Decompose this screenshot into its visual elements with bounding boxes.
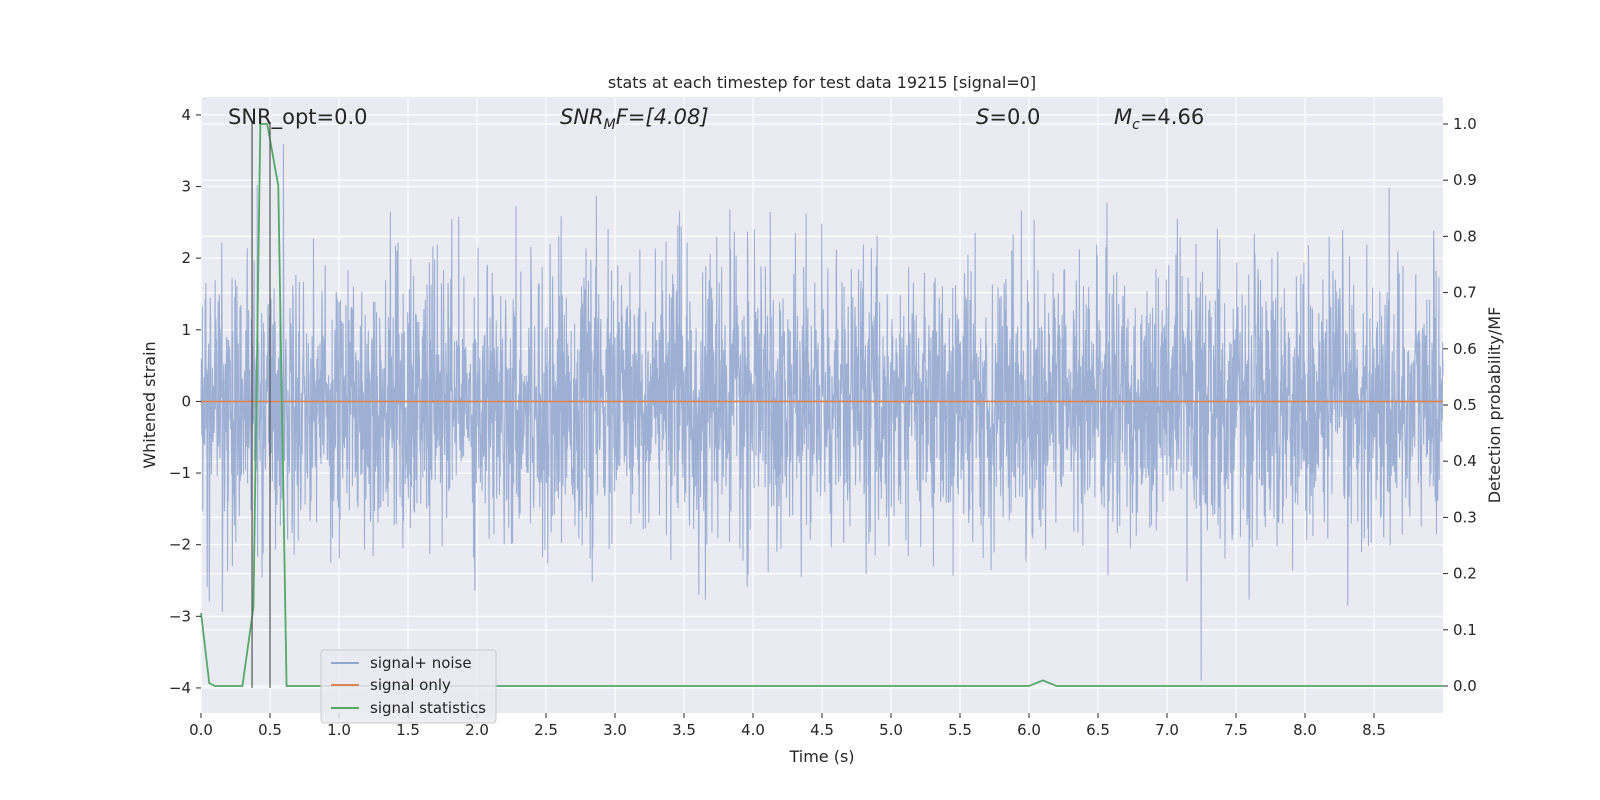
x-tick-label: 0.5: [258, 721, 282, 739]
y-tick-label: 3: [181, 178, 191, 196]
x-tick-label: 2.5: [534, 721, 558, 739]
y-axis-ticks: 4 3 2 1 0 −1 −2 −3 −4: [169, 106, 201, 697]
right-y-tick-label: 0.6: [1453, 340, 1477, 358]
signal-noise-line: [200, 143, 1444, 681]
legend-label-signal-statistics: signal statistics: [370, 699, 486, 717]
right-y-tick-label: 0.4: [1453, 452, 1477, 470]
s-symbol: S: [976, 105, 989, 129]
right-y-tick-label: 1.0: [1453, 115, 1477, 133]
right-y-tick-label: 0.0: [1453, 677, 1477, 695]
x-tick-label: 8.5: [1362, 721, 1386, 739]
y-tick-label: 2: [181, 249, 191, 267]
vertical-markers: [251, 122, 271, 688]
y-tick-label: 4: [181, 106, 191, 124]
x-tick-label: 7.5: [1224, 721, 1248, 739]
x-tick-label: 0.0: [189, 721, 213, 739]
x-tick-label: 4.0: [741, 721, 765, 739]
x-axis-ticks: 0.0 0.5 1.0 1.5 2.0 2.5 3.0 3.5 4.0 4.5 5.0 5.5 6.0 6…: [189, 713, 1386, 739]
right-y-axis-label: Detection probability/MF: [1485, 307, 1504, 504]
legend-box: [320, 649, 497, 724]
line-series: [200, 123, 1443, 687]
x-axis-label: Time (s): [788, 747, 854, 766]
legend-label-signal-noise: signal+ noise: [370, 654, 472, 672]
y-tick-label: −3: [169, 607, 191, 625]
y-tick-label: −4: [169, 679, 191, 697]
x-tick-label: 7.0: [1155, 721, 1179, 739]
x-tick-label: 3.5: [672, 721, 696, 739]
snr-mf-rest: F=[4.08]: [616, 105, 709, 129]
s-value: =0.0: [989, 105, 1040, 129]
right-y-tick-label: 0.1: [1453, 621, 1477, 639]
mc-symbol: M: [1114, 105, 1132, 129]
right-y-tick-label: 0.8: [1453, 227, 1477, 245]
snr-mf-subscript: M: [604, 117, 616, 133]
y-axis-label: Whitened strain: [140, 341, 159, 468]
right-y-tick-label: 0.5: [1453, 396, 1477, 414]
mc-subscript: c: [1132, 117, 1140, 133]
mc-value: =4.66: [1140, 105, 1204, 129]
y-tick-label: −1: [169, 464, 191, 482]
x-tick-label: 1.0: [327, 721, 351, 739]
right-y-tick-label: 0.3: [1453, 508, 1477, 526]
x-tick-label: 3.0: [603, 721, 627, 739]
y-tick-label: 0: [181, 392, 191, 410]
snr-mf-main: SNR: [560, 105, 604, 129]
x-tick-label: 5.0: [879, 721, 903, 739]
x-tick-label: 1.5: [396, 721, 420, 739]
signal-statistics-line: [200, 123, 1443, 687]
right-y-axis-ticks: 1.0 0.9 0.8 0.7 0.6 0.5 0.4 0.3 0.2 0.1 0.0: [1443, 115, 1477, 695]
snr-opt-annotation: SNR_opt=0.0: [228, 105, 368, 130]
y-tick-label: −2: [169, 536, 191, 554]
y-tick-label: 1: [181, 321, 191, 339]
x-tick-label: 4.5: [810, 721, 834, 739]
right-y-tick-label: 0.7: [1453, 284, 1477, 302]
x-tick-label: 6.0: [1017, 721, 1041, 739]
x-tick-label: 6.5: [1086, 721, 1110, 739]
legend: signal+ noise signal only signal statist…: [320, 649, 497, 724]
x-tick-label: 5.5: [948, 721, 972, 739]
right-y-tick-label: 0.9: [1453, 171, 1477, 189]
chart-title: stats at each timestep for test data 192…: [608, 73, 1036, 92]
x-tick-label: 8.0: [1293, 721, 1317, 739]
snr-mf-annotation: SNRMF=[4.08]: [560, 105, 709, 133]
legend-label-signal-only: signal only: [370, 676, 451, 694]
right-y-tick-label: 0.2: [1453, 565, 1477, 583]
x-tick-label: 2.0: [465, 721, 489, 739]
mc-annotation: Mc=4.66: [1114, 105, 1204, 133]
s-annotation: S=0.0: [976, 105, 1040, 129]
signal-noise-series: [200, 143, 1444, 681]
